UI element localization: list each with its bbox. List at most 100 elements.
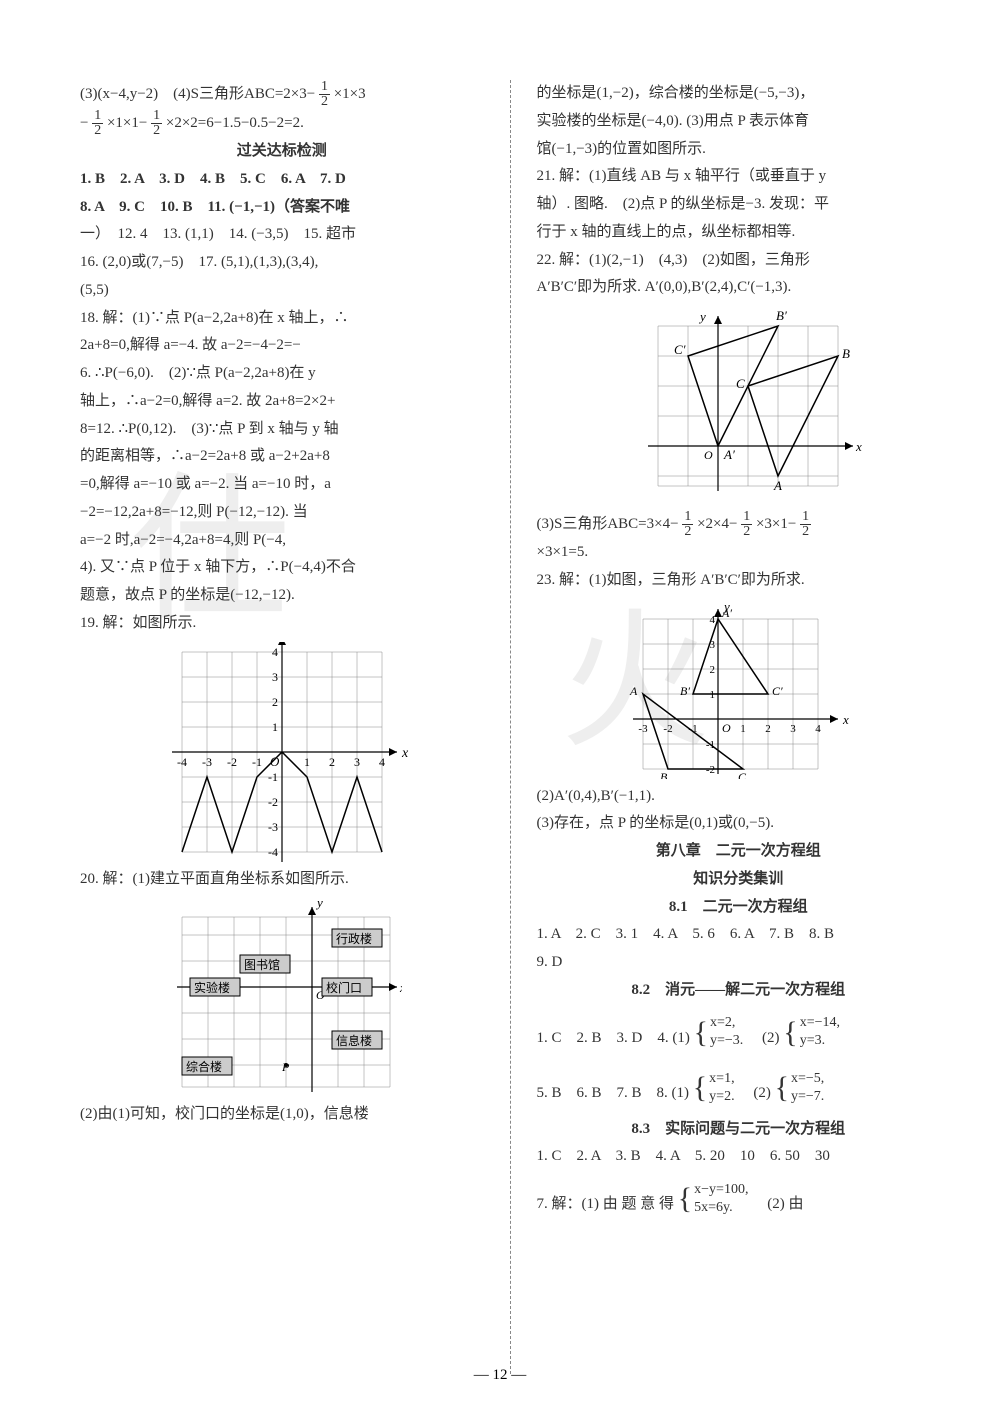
svg-text:信息楼: 信息楼: [336, 1033, 372, 1048]
svg-text:1: 1: [741, 723, 747, 735]
text-line: (3)存在，点 P 的坐标是(0,1)或(0,−5).: [537, 810, 941, 838]
answer-line: (5,5): [80, 277, 484, 305]
svg-text:2: 2: [766, 723, 772, 735]
svg-text:B′: B′: [776, 308, 787, 323]
equation-system: x=1,y=2.: [693, 1060, 735, 1116]
right-column: 的坐标是(1,−2)，综合楼的坐标是(−5,−3)， 实验楼的坐标是(−4,0)…: [537, 80, 941, 1374]
svg-text:实验楼: 实验楼: [194, 980, 230, 995]
svg-text:2: 2: [272, 695, 278, 709]
chapter-subtitle: 知识分类集训: [537, 866, 941, 894]
fraction: 12: [800, 510, 811, 539]
section-heading: 8.3 实际问题与二元一次方程组: [537, 1116, 941, 1144]
svg-text:O: O: [722, 721, 731, 735]
svg-text:图书馆: 图书馆: [244, 957, 280, 972]
svg-text:3: 3: [354, 755, 360, 769]
svg-text:x: x: [842, 712, 849, 727]
answer-line: 5. B 6. B 7. B 8. (1) x=1,y=2. (2) x=−5,…: [537, 1060, 941, 1116]
text: 5. B 6. B 7. B 8. (1): [537, 1085, 690, 1101]
text-line: 22. 解：(1)(2,−1) (4,3) (2)如图，三角形: [537, 247, 941, 275]
svg-text:C′: C′: [772, 684, 783, 698]
svg-text:x: x: [855, 439, 862, 454]
text-line: 18. 解：(1)∵点 P(a−2,2a+8)在 x 轴上，∴: [80, 305, 484, 333]
svg-text:行政楼: 行政楼: [336, 931, 372, 946]
text-line: (2)由(1)可知，校门口的坐标是(1,0)，信息楼: [80, 1101, 484, 1129]
text: (3)(x−4,y−2) (4)S三角形ABC=2×3−: [80, 86, 315, 102]
text-line: ×3×1=5.: [537, 539, 941, 567]
fraction: 12: [151, 109, 162, 138]
svg-text:-2: -2: [227, 755, 237, 769]
graph-q22: x y O B′C′ BC A′A: [608, 306, 868, 506]
svg-text:2: 2: [710, 664, 716, 676]
answer-line: 1. C 2. A 3. B 4. A 5. 20 10 6. 50 30: [537, 1143, 941, 1171]
svg-text:x: x: [401, 746, 409, 761]
text-line: 19. 解：如图所示.: [80, 610, 484, 638]
text-line: 行于 x 轴的直线上的点，纵坐标都相等.: [537, 219, 941, 247]
svg-text:4: 4: [816, 723, 822, 735]
svg-text:-3: -3: [268, 820, 278, 834]
svg-text:C′: C′: [674, 342, 686, 357]
svg-text:校门口: 校门口: [326, 980, 362, 995]
text: (2): [747, 1030, 780, 1046]
text-line: 20. 解：(1)建立平面直角坐标系如图所示.: [80, 866, 484, 894]
svg-text:A: A: [629, 684, 638, 698]
text: ×1×1−: [107, 115, 147, 131]
svg-text:C: C: [738, 770, 747, 779]
svg-text:A: A: [773, 478, 782, 493]
svg-text:y: y: [315, 897, 323, 910]
text-line: (3)S三角形ABC=3×4− 12 ×2×4− 12 ×3×1− 12: [537, 510, 941, 539]
svg-text:-4: -4: [177, 755, 187, 769]
text: (2): [738, 1085, 771, 1101]
section-heading: 8.2 消元——解二元一次方程组: [537, 977, 941, 1005]
svg-text:-1: -1: [268, 770, 278, 784]
graph-q19: x y O -4-3-2-1 1234 4321 -1-2-3-4: [152, 642, 412, 862]
svg-text:A′: A′: [721, 606, 732, 620]
text-line: −2=−12,2a+8=−12,则 P(−12,−12). 当: [80, 499, 484, 527]
svg-text:1: 1: [710, 689, 716, 701]
section-heading: 8.1 二元一次方程组: [537, 894, 941, 922]
answer-line: 7. 解：(1) 由 题 意 得 x−y=100,5x=6y. (2) 由: [537, 1171, 941, 1227]
text: −: [80, 115, 88, 131]
answer-line: 16. (2,0)或(7,−5) 17. (5,1),(1,3),(3,4),: [80, 249, 484, 277]
svg-text:4: 4: [379, 755, 385, 769]
text-line: A′B′C′即为所求. A′(0,0),B′(2,4),C′(−1,3).: [537, 274, 941, 302]
equation-system: x=−14,y=3.: [783, 1005, 840, 1061]
answer-line: 9. D: [537, 949, 941, 977]
equation-system: x−y=100,5x=6y.: [678, 1171, 749, 1227]
text-line: 2a+8=0,解得 a=−4. 故 a−2=−4−2=−: [80, 332, 484, 360]
text-line: 的距离相等，∴a−2=2a+8 或 a−2+2a+8: [80, 443, 484, 471]
answer-line: 一） 12. 4 13. (1,1) 14. (−3,5) 15. 超市: [80, 221, 484, 249]
text-line: 的坐标是(1,−2)，综合楼的坐标是(−5,−3)，: [537, 80, 941, 108]
text: 7. 解：(1) 由 题 意 得: [537, 1196, 678, 1212]
text-line: 馆(−1,−3)的位置如图所示.: [537, 136, 941, 164]
text-line: 21. 解：(1)直线 AB 与 x 轴平行（或垂直于 y: [537, 163, 941, 191]
page-content: (3)(x−4,y−2) (4)S三角形ABC=2×3− 12 ×1×3 − 1…: [0, 0, 1000, 1414]
text-line: (2)A′(0,4),B′(−1,1).: [537, 783, 941, 811]
graph-q23: x y O A′A B′B C′C -3-2-1 1234 1234 -1-2: [608, 599, 868, 779]
chapter-title: 第八章 二元一次方程组: [537, 838, 941, 866]
text: (3)S三角形ABC=3×4−: [537, 516, 679, 532]
svg-text:1: 1: [304, 755, 310, 769]
text-line: 实验楼的坐标是(−4,0). (3)用点 P 表示体育: [537, 108, 941, 136]
svg-text:B′: B′: [680, 684, 690, 698]
answer-line: 1. C 2. B 3. D 4. (1) x=2,y=−3. (2) x=−1…: [537, 1005, 941, 1061]
text: ×2×2=6−1.5−0.5−2=2.: [166, 115, 304, 131]
text-line: − 12 ×1×1− 12 ×2×2=6−1.5−0.5−2=2.: [80, 109, 484, 138]
column-divider: [510, 80, 511, 1374]
fraction: 12: [741, 510, 752, 539]
svg-text:-1: -1: [689, 723, 698, 735]
text: ×2×4−: [697, 516, 737, 532]
text-line: 题意，故点 P 的坐标是(−12,−12).: [80, 582, 484, 610]
svg-text:3: 3: [791, 723, 797, 735]
fraction: 12: [682, 510, 693, 539]
svg-text:O: O: [270, 754, 280, 769]
svg-text:-3: -3: [639, 723, 649, 735]
answer-line: 1. A 2. C 3. 1 4. A 5. 6 6. A 7. B 8. B: [537, 921, 941, 949]
text-line: (3)(x−4,y−2) (4)S三角形ABC=2×3− 12 ×1×3: [80, 80, 484, 109]
text-line: =0,解得 a=−10 或 a=−2. 当 a=−10 时，a: [80, 471, 484, 499]
svg-text:2: 2: [329, 755, 335, 769]
text: 1. C 2. B 3. D 4. (1): [537, 1030, 690, 1046]
text-line: 4). 又∵点 P 位于 x 轴下方，∴P(−4,4)不合: [80, 554, 484, 582]
text-line: 轴上，∴a−2=0,解得 a=2. 故 2a+8=2×2+: [80, 388, 484, 416]
section-title: 过关达标检测: [80, 138, 484, 166]
svg-text:4: 4: [272, 645, 278, 659]
